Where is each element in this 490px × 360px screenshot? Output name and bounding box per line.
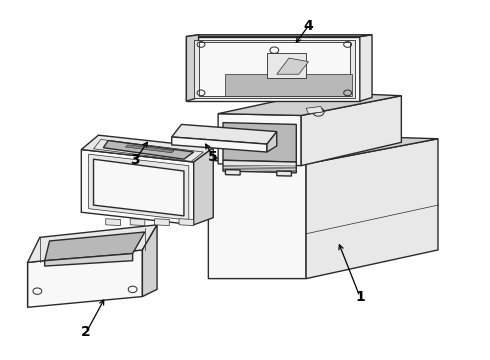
Polygon shape <box>225 170 240 175</box>
Polygon shape <box>277 171 292 176</box>
Polygon shape <box>306 107 323 114</box>
Polygon shape <box>223 160 296 173</box>
Polygon shape <box>267 132 277 152</box>
Polygon shape <box>155 219 169 226</box>
Polygon shape <box>267 53 306 78</box>
Polygon shape <box>208 135 438 164</box>
Polygon shape <box>27 225 157 262</box>
Polygon shape <box>208 160 306 279</box>
Polygon shape <box>277 58 309 74</box>
Polygon shape <box>194 148 213 225</box>
Polygon shape <box>194 40 355 98</box>
Polygon shape <box>94 139 203 161</box>
Text: 4: 4 <box>304 19 314 33</box>
Polygon shape <box>172 125 277 144</box>
Polygon shape <box>360 35 372 101</box>
Polygon shape <box>218 114 301 166</box>
Polygon shape <box>306 139 438 279</box>
Polygon shape <box>81 149 194 225</box>
Polygon shape <box>125 145 174 153</box>
Polygon shape <box>89 154 189 220</box>
Polygon shape <box>186 35 372 37</box>
Polygon shape <box>186 35 198 101</box>
Polygon shape <box>130 219 145 226</box>
Polygon shape <box>218 92 401 116</box>
Polygon shape <box>103 140 194 159</box>
Polygon shape <box>94 159 184 216</box>
Polygon shape <box>186 37 360 101</box>
Polygon shape <box>225 74 352 96</box>
Polygon shape <box>45 232 145 261</box>
Polygon shape <box>172 137 267 152</box>
Polygon shape <box>81 135 213 162</box>
Text: 5: 5 <box>208 150 218 164</box>
Polygon shape <box>143 225 157 297</box>
Polygon shape <box>106 219 121 226</box>
Text: 2: 2 <box>81 325 91 339</box>
Polygon shape <box>45 253 133 266</box>
Polygon shape <box>27 250 143 307</box>
Text: 3: 3 <box>130 153 140 167</box>
Polygon shape <box>179 219 194 226</box>
Polygon shape <box>301 96 401 166</box>
Polygon shape <box>223 123 296 162</box>
Polygon shape <box>198 42 350 96</box>
Text: 1: 1 <box>355 289 365 303</box>
